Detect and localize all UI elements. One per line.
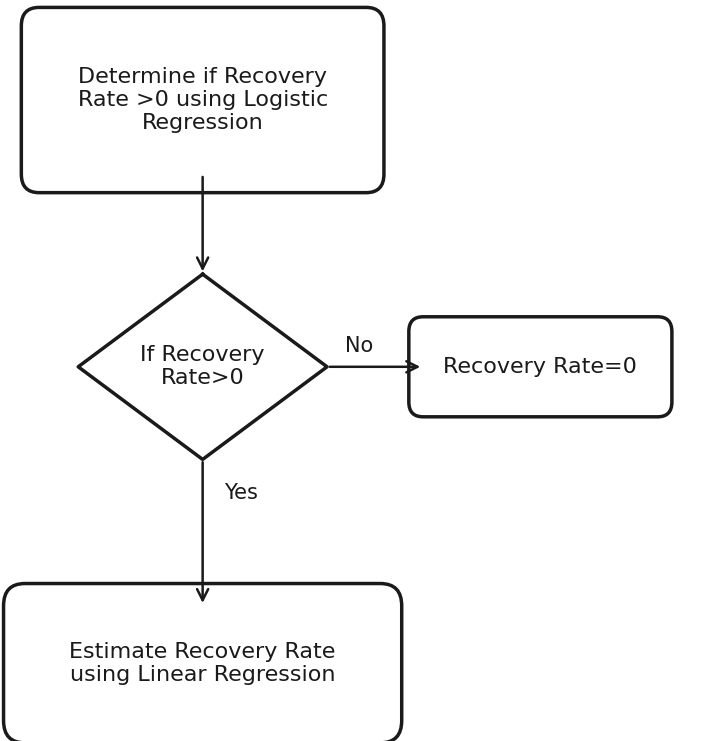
FancyBboxPatch shape: [4, 584, 402, 741]
FancyBboxPatch shape: [409, 317, 672, 416]
Text: Recovery Rate=0: Recovery Rate=0: [444, 357, 637, 376]
Text: Estimate Recovery Rate
using Linear Regression: Estimate Recovery Rate using Linear Regr…: [70, 642, 336, 685]
Text: Yes: Yes: [224, 483, 258, 502]
Text: Determine if Recovery
Rate >0 using Logistic
Regression: Determine if Recovery Rate >0 using Logi…: [77, 67, 328, 133]
FancyBboxPatch shape: [21, 7, 384, 193]
Text: If Recovery
Rate>0: If Recovery Rate>0: [140, 345, 265, 388]
Text: No: No: [345, 336, 373, 356]
